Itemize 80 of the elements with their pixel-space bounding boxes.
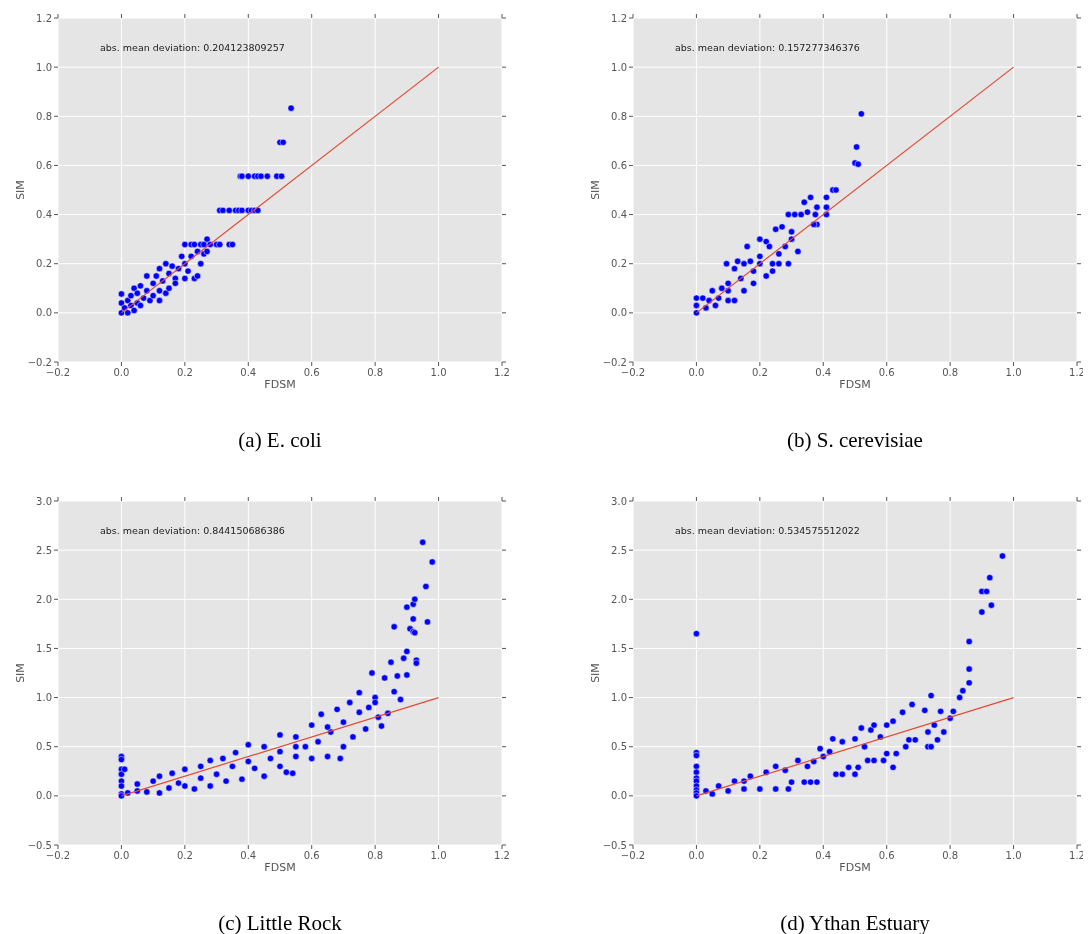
y-tick-label: 0.8	[36, 110, 52, 122]
x-tick-label: 1.2	[494, 367, 510, 378]
x-tick-label: 1.2	[1069, 367, 1085, 378]
x-tick-label: 1.2	[1069, 850, 1085, 861]
x-tick-label: −0.2	[620, 367, 646, 378]
x-tick-label: 1.0	[1005, 850, 1022, 861]
x-tick-label: 0.4	[240, 850, 257, 861]
text: (c) Little Rock	[218, 911, 343, 934]
x-axis-title: FDSM	[839, 861, 871, 874]
y-tick-label: 0.0	[36, 307, 52, 319]
y-tick-label: 0.0	[36, 790, 52, 802]
y-tick-label: 1.5	[611, 642, 627, 654]
x-tick-label: 0.0	[688, 850, 705, 861]
y-tick-label: 0.8	[611, 110, 627, 122]
y-tick-label: 0.6	[611, 159, 627, 171]
y-tick-label: 0.6	[36, 159, 52, 171]
y-tick-label: −0.5	[27, 839, 52, 851]
y-tick-label: 2.5	[611, 544, 627, 556]
x-tick-label: 0.6	[303, 367, 320, 378]
x-tick-label: 0.4	[815, 367, 832, 378]
y-tick-label: 0.0	[611, 307, 627, 319]
x-tick-label: 1.0	[430, 850, 447, 861]
y-axis-title: SIM	[589, 180, 602, 200]
x-axis-title: FDSM	[264, 378, 296, 391]
y-tick-label: 0.4	[36, 209, 52, 221]
x-tick-label: 0.0	[113, 850, 130, 861]
y-tick-label: 1.0	[611, 61, 627, 73]
annotation: abs. mean deviation: 0.157277346376	[675, 42, 860, 53]
y-tick-label: 1.5	[36, 642, 52, 654]
x-tick-label: 0.8	[942, 367, 959, 378]
x-tick-label: −0.2	[45, 850, 71, 861]
y-tick-label: 3.0	[611, 495, 627, 507]
y-tick-label: 0.2	[36, 258, 52, 270]
y-tick-label: 2.0	[36, 593, 52, 605]
x-tick-label: 0.4	[815, 850, 832, 861]
x-tick-label: 1.0	[430, 367, 447, 378]
y-tick-label: −0.5	[602, 839, 627, 851]
y-tick-label: −0.2	[27, 356, 52, 368]
y-tick-label: 2.5	[36, 544, 52, 556]
y-tick-label: 0.5	[36, 741, 52, 753]
y-tick-label: −0.2	[602, 356, 627, 368]
x-tick-label: −0.2	[620, 850, 646, 861]
y-axis-title: SIM	[589, 663, 602, 683]
y-tick-label: 1.2	[611, 12, 627, 24]
y-tick-label: 0.4	[611, 209, 627, 221]
x-axis-title: FDSM	[264, 861, 296, 874]
x-tick-label: −0.2	[45, 367, 71, 378]
y-tick-label: 2.0	[611, 593, 627, 605]
y-tick-label: 1.0	[36, 61, 52, 73]
x-tick-label: 1.2	[494, 850, 510, 861]
x-tick-label: 0.6	[878, 850, 895, 861]
x-tick-label: 0.6	[878, 367, 895, 378]
text: (a) E. coli	[238, 428, 322, 452]
x-tick-label: 0.4	[240, 367, 257, 378]
y-tick-label: 1.0	[36, 692, 52, 704]
x-tick-label: 0.0	[113, 367, 130, 378]
y-tick-label: 1.0	[611, 692, 627, 704]
x-tick-label: 0.8	[367, 367, 384, 378]
y-tick-label: 1.2	[36, 12, 52, 24]
y-tick-label: 0.2	[611, 258, 627, 270]
x-tick-label: 0.2	[751, 367, 768, 378]
x-axis-title: FDSM	[839, 378, 871, 391]
x-tick-label: 0.8	[942, 850, 959, 861]
y-axis-title: SIM	[14, 663, 27, 683]
annotation: abs. mean deviation: 0.204123809257	[100, 42, 285, 53]
y-tick-label: 0.5	[611, 741, 627, 753]
text: (b) S. cerevisiae	[787, 428, 923, 452]
annotation: abs. mean deviation: 0.844150686386	[100, 525, 285, 536]
x-tick-label: 0.0	[688, 367, 705, 378]
y-tick-label: 0.0	[611, 790, 627, 802]
x-tick-label: 1.0	[1005, 367, 1022, 378]
x-tick-label: 0.8	[367, 850, 384, 861]
x-tick-label: 0.6	[303, 850, 320, 861]
x-tick-label: 0.2	[751, 850, 768, 861]
annotation: abs. mean deviation: 0.534575512022	[675, 525, 860, 536]
text: (d) Ythan Estuary	[780, 911, 931, 934]
y-tick-label: 3.0	[36, 495, 52, 507]
y-axis-title: SIM	[14, 180, 27, 200]
x-tick-label: 0.2	[176, 850, 193, 861]
x-tick-label: 0.2	[176, 367, 193, 378]
